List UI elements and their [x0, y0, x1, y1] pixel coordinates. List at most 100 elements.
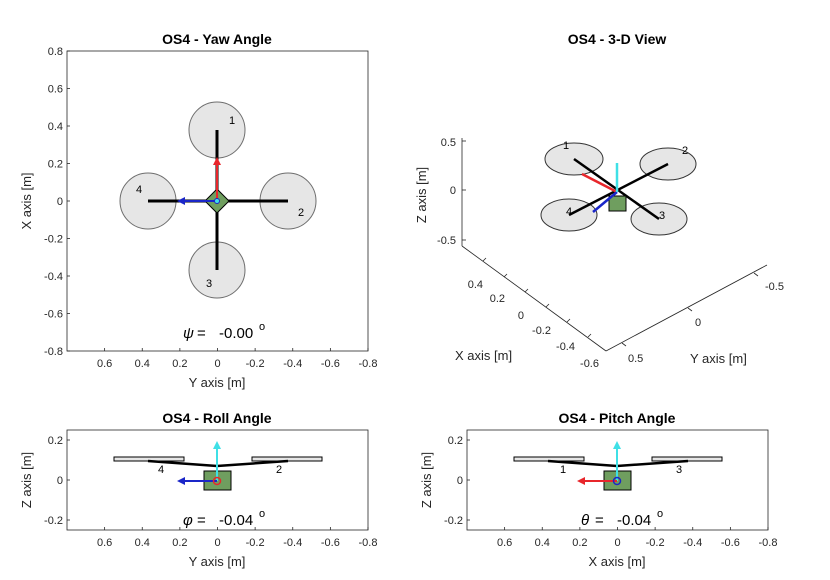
roll-xlabel: Y axis [m]	[189, 554, 246, 569]
view3d-rotor-label-1: 1	[563, 140, 569, 152]
yaw-y-tick-labels: 0.8 0.6 0.4 0.2 0 -0.2 -0.4 -0.6 -0.8	[44, 46, 70, 358]
pitch-arm-2	[616, 459, 689, 468]
yaw-rotor-label-4: 4	[136, 184, 142, 196]
yaw-y-tick-0: 0.8	[48, 46, 63, 58]
view3d-title: OS4 - 3-D View	[568, 31, 667, 47]
view3d-zlabel: Z axis [m]	[414, 167, 429, 223]
view3d-rotor-label-2: 2	[682, 145, 688, 157]
yaw-rotor-label-1: 1	[229, 115, 235, 127]
roll-rotor-label-2: 2	[276, 464, 282, 476]
view3d-y-tick-0: -0.5	[765, 281, 784, 293]
roll-rotor-label-4: 4	[158, 464, 164, 476]
yaw-x-tick-1: 0.4	[135, 358, 150, 370]
yaw-angle-unit: o	[259, 321, 265, 333]
pitch-rotor-label-3: 3	[676, 464, 682, 476]
roll-arm	[147, 459, 218, 468]
pitch-ylabel: Z axis [m]	[419, 452, 434, 508]
yaw-y-tick-5: -0.2	[44, 234, 63, 246]
yaw-y-tick-3: 0.2	[48, 159, 63, 171]
roll-y-tick-labels: 0.2 0 -0.2	[44, 435, 70, 527]
pitch-x-tick-2: 0.2	[572, 537, 587, 549]
roll-y-tick-2: -0.2	[44, 515, 63, 527]
view3d-x-tick-3: -0.2	[532, 325, 551, 337]
view3d-ylabel: Y axis [m]	[690, 351, 747, 366]
yaw-y-tick-1: 0.6	[48, 84, 63, 96]
yaw-angle-value: -0.00	[219, 325, 253, 342]
yaw-y-tick-8: -0.8	[44, 346, 63, 358]
roll-angle-unit: o	[259, 508, 265, 520]
view3d-body	[608, 195, 627, 212]
roll-x-tick-6: -0.6	[321, 537, 340, 549]
yaw-y-tick-7: -0.6	[44, 309, 63, 321]
view3d-x-tick-5: -0.6	[580, 358, 599, 370]
pitch-angle-unit: o	[657, 508, 663, 520]
view3d-xlabel: X axis [m]	[455, 348, 512, 363]
view3d-x-tick-2: 0	[518, 310, 524, 322]
view3d-x-axis	[461, 245, 607, 352]
view3d-rotor-label-3: 3	[659, 210, 665, 222]
yaw-center-marker	[214, 198, 220, 204]
pitch-angle-value: -0.04	[617, 512, 651, 529]
roll-x-tick-5: -0.4	[283, 537, 302, 549]
yaw-panel: OS4 - Yaw Angle 0.8 0.6 0.4 0.2 0 -0.2 -0.4 -0.…	[19, 31, 377, 390]
pitch-xlabel: X axis [m]	[588, 554, 645, 569]
view3d-x-tick-4: -0.4	[556, 341, 575, 353]
roll-x-tick-7: -0.8	[359, 537, 378, 549]
roll-x-tick-0: 0.6	[97, 537, 112, 549]
roll-angle-symbol: φ	[183, 512, 193, 529]
yaw-ylabel: X axis [m]	[19, 172, 34, 229]
yaw-xlabel: Y axis [m]	[189, 375, 246, 390]
yaw-y-tick-4: 0	[57, 196, 63, 208]
yaw-x-tick-5: -0.4	[283, 358, 302, 370]
yaw-rotor-label-3: 3	[206, 278, 212, 290]
view3d-y-tick-1: 0	[695, 317, 701, 329]
roll-y-arrow-head	[177, 477, 185, 485]
roll-x-tick-3: 0	[214, 537, 220, 549]
roll-panel: OS4 - Roll Angle 0.2 0 -0.2 0.6 0.4 0.2 0 -0.2…	[19, 410, 377, 569]
pitch-x-tick-0: 0.6	[497, 537, 512, 549]
view3d-z-tick-0: 0.5	[441, 137, 456, 149]
roll-angle-eq: =	[197, 512, 206, 529]
pitch-x-arrow-head	[577, 477, 585, 485]
pitch-arm	[547, 459, 618, 468]
yaw-x-tick-7: -0.8	[359, 358, 378, 370]
pitch-x-tick-4: -0.2	[646, 537, 665, 549]
yaw-x-tick-0: 0.6	[97, 358, 112, 370]
roll-x-marker	[212, 476, 222, 486]
yaw-y-tick-2: 0.4	[48, 121, 63, 133]
pitch-x-tick-1: 0.4	[535, 537, 550, 549]
roll-angle-value: -0.04	[219, 512, 253, 529]
roll-y-tick-1: 0	[57, 475, 63, 487]
pitch-x-tick-6: -0.6	[721, 537, 740, 549]
roll-x-tick-4: -0.2	[246, 537, 265, 549]
yaw-x-arrow-head	[213, 157, 221, 165]
roll-ylabel: Z axis [m]	[19, 452, 34, 508]
pitch-z-arrow-head	[613, 441, 621, 449]
pitch-panel: OS4 - Pitch Angle 0.2 0 -0.2 0.6 0.4 0.2 0 -0.…	[419, 410, 777, 569]
pitch-rotor-label-1: 1	[560, 464, 566, 476]
yaw-y-arrow-head	[177, 197, 185, 205]
roll-arm-2	[216, 459, 289, 468]
roll-title: OS4 - Roll Angle	[162, 410, 271, 426]
yaw-rotor-label-2: 2	[298, 207, 304, 219]
roll-x-tick-2: 0.2	[172, 537, 187, 549]
view3d-y-axis	[605, 264, 768, 352]
yaw-y-tick-6: -0.4	[44, 271, 63, 283]
view3d-x-arrow	[581, 172, 618, 194]
pitch-x-tick-5: -0.4	[683, 537, 702, 549]
yaw-x-tick-2: 0.2	[172, 358, 187, 370]
pitch-y-tick-2: -0.2	[444, 515, 463, 527]
view3d-y-tick-2: 0.5	[628, 353, 643, 365]
view3d-arm-24	[568, 162, 669, 217]
view3d-x-tick-0: 0.4	[468, 279, 483, 291]
pitch-title: OS4 - Pitch Angle	[559, 410, 676, 426]
view3d-panel: OS4 - 3-D View 0.5 0 -0.5 0.4 0.2 0 -0.2…	[414, 31, 784, 370]
roll-y-tick-0: 0.2	[48, 435, 63, 447]
roll-x-tick-labels: 0.6 0.4 0.2 0 -0.2 -0.4 -0.6 -0.8	[97, 527, 378, 549]
yaw-x-tick-labels: 0.6 0.4 0.2 0 -0.2 -0.4 -0.6 -0.8	[97, 348, 378, 370]
yaw-x-tick-6: -0.6	[321, 358, 340, 370]
roll-z-arrow-head	[213, 441, 221, 449]
roll-x-tick-1: 0.4	[135, 537, 150, 549]
pitch-angle-eq: =	[595, 512, 604, 529]
